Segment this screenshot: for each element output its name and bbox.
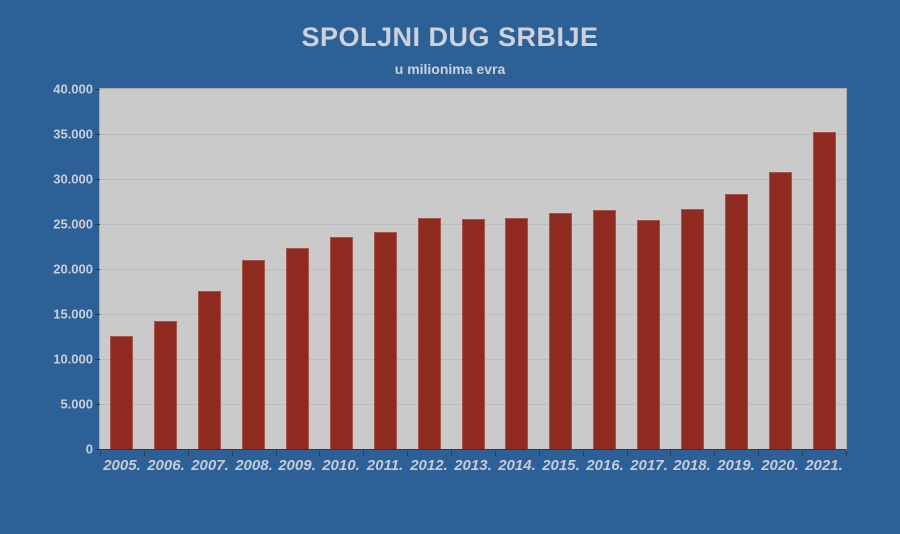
x-axis-tick bbox=[758, 451, 759, 456]
x-axis-label: 2018. bbox=[673, 457, 711, 474]
x-axis-tick bbox=[539, 451, 540, 456]
bar-2019[interactable] bbox=[725, 194, 748, 449]
bar-2006[interactable] bbox=[154, 321, 177, 449]
y-axis-tick bbox=[95, 269, 100, 270]
y-axis-tick bbox=[95, 179, 100, 180]
x-axis-tick bbox=[670, 451, 671, 456]
x-axis-tick bbox=[100, 451, 101, 456]
bar-2015[interactable] bbox=[549, 213, 572, 449]
x-axis-tick bbox=[407, 451, 408, 456]
x-axis-label: 2020. bbox=[761, 457, 799, 474]
x-axis-tick bbox=[319, 451, 320, 456]
chart-subtitle: u milionima evra bbox=[394, 61, 506, 77]
x-axis-tick bbox=[846, 451, 847, 456]
x-axis-label: 2009. bbox=[278, 457, 316, 474]
y-axis-label: 5.000 bbox=[60, 396, 93, 412]
bar-2021[interactable] bbox=[813, 132, 836, 449]
bar-2018[interactable] bbox=[681, 209, 704, 449]
bar-2007[interactable] bbox=[198, 291, 221, 449]
x-axis-label: 2017. bbox=[630, 457, 668, 474]
bar-2009[interactable] bbox=[286, 248, 309, 449]
bar-2017[interactable] bbox=[637, 220, 660, 449]
x-axis-label: 2005. bbox=[103, 457, 141, 474]
x-axis-tick bbox=[802, 451, 803, 456]
y-axis-label: 40.000 bbox=[53, 81, 93, 97]
y-axis-tick bbox=[95, 314, 100, 315]
x-axis-tick bbox=[495, 451, 496, 456]
bar-2005[interactable] bbox=[110, 336, 133, 449]
y-axis-label: 15.000 bbox=[53, 306, 93, 322]
x-axis-tick bbox=[232, 451, 233, 456]
x-axis-label: 2011. bbox=[366, 457, 404, 474]
y-axis-tick bbox=[95, 134, 100, 135]
x-axis-label: 2019. bbox=[717, 457, 755, 474]
x-axis-tick bbox=[583, 451, 584, 456]
y-axis-tick bbox=[95, 89, 100, 90]
x-axis-label: 2014. bbox=[498, 457, 536, 474]
x-axis-tick bbox=[144, 451, 145, 456]
bar-2014[interactable] bbox=[505, 218, 528, 449]
x-axis-label: 2013. bbox=[454, 457, 492, 474]
x-axis-label: 2007. bbox=[191, 457, 229, 474]
y-axis-label: 20.000 bbox=[53, 261, 93, 277]
x-axis-tick bbox=[714, 451, 715, 456]
x-axis-label: 2008. bbox=[235, 457, 273, 474]
gridline bbox=[100, 134, 846, 135]
bar-2011[interactable] bbox=[374, 232, 397, 449]
bar-2016[interactable] bbox=[593, 210, 616, 449]
y-axis-tick bbox=[95, 224, 100, 225]
bar-2012[interactable] bbox=[418, 218, 441, 449]
bar-2008[interactable] bbox=[242, 260, 265, 449]
y-axis-tick bbox=[95, 404, 100, 405]
x-axis-label: 2015. bbox=[542, 457, 580, 474]
plot-area: 0 5.000 10.000 15.000 20.000 25.000 30.000 35.0… bbox=[53, 82, 847, 474]
y-axis-label: 35.000 bbox=[53, 126, 93, 142]
bar-2010[interactable] bbox=[330, 237, 353, 449]
y-axis-tick bbox=[95, 359, 100, 360]
bar-2013[interactable] bbox=[462, 219, 485, 449]
x-axis-label: 2012. bbox=[410, 457, 448, 474]
y-axis-label: 30.000 bbox=[53, 171, 93, 187]
x-axis-label: 2010. bbox=[322, 457, 360, 474]
x-axis-tick bbox=[276, 451, 277, 456]
y-axis-label: 0 bbox=[85, 441, 93, 457]
y-axis-label: 10.000 bbox=[53, 351, 93, 367]
chart-title: SPOLJNI DUG SRBIJE bbox=[301, 22, 599, 52]
bar-2020[interactable] bbox=[769, 172, 792, 449]
x-axis-tick bbox=[627, 451, 628, 456]
y-axis-label: 25.000 bbox=[53, 216, 93, 232]
x-axis-label: 2016. bbox=[586, 457, 624, 474]
x-axis-tick bbox=[451, 451, 452, 456]
x-axis-tick bbox=[188, 451, 189, 456]
x-axis-label: 2021. bbox=[805, 457, 843, 474]
y-axis-tick bbox=[95, 449, 100, 450]
x-axis-tick bbox=[363, 451, 364, 456]
gridline bbox=[100, 179, 846, 180]
x-axis-label: 2006. bbox=[147, 457, 185, 474]
